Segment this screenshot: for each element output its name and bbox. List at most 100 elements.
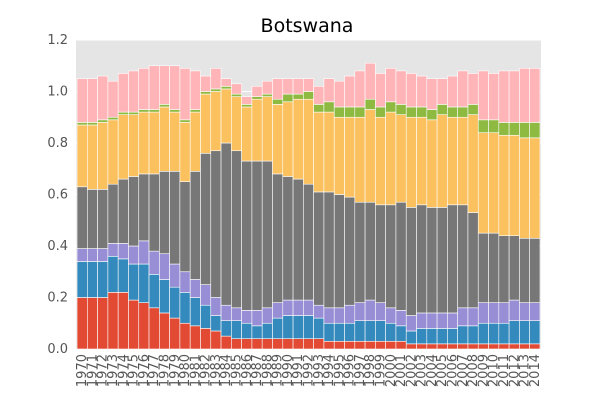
bar-segment — [117, 111, 129, 115]
bar-segment — [529, 302, 541, 321]
bar-segment — [107, 292, 119, 350]
bar-segment — [138, 68, 150, 110]
x-tick-label: 1970 — [75, 354, 90, 387]
bar-segment — [447, 116, 458, 206]
bar-segment — [457, 204, 469, 309]
bar-segment — [148, 65, 160, 110]
x-tick-label: 1994 — [322, 354, 337, 387]
bar-segment — [107, 116, 119, 121]
bar-segment — [354, 302, 366, 321]
bar-segment — [488, 302, 500, 324]
x-tick-label: 2011 — [497, 354, 512, 387]
x-tick-label: 1996 — [343, 354, 358, 387]
y-tick-label: 1.2 — [47, 33, 68, 48]
bar-segment — [87, 189, 98, 249]
x-tick-label: 1976 — [137, 354, 152, 387]
bar-segment — [138, 111, 150, 175]
bar-segment — [148, 250, 160, 275]
bar-segment — [313, 338, 325, 350]
bar-segment — [292, 98, 304, 180]
bar-segment — [498, 322, 510, 345]
bar-segment — [375, 320, 386, 342]
bar-segment — [179, 292, 191, 324]
x-tick-label: 1978 — [157, 354, 172, 387]
bar-segment — [457, 343, 469, 350]
bar-segment — [508, 134, 520, 236]
bar-segment — [447, 106, 458, 118]
bar-segment — [519, 343, 530, 350]
bar-segment — [97, 261, 109, 298]
bar-segment — [375, 302, 386, 321]
bar-segment — [169, 171, 181, 265]
bar-segment — [76, 122, 88, 126]
bar-segment — [251, 86, 263, 97]
bar-segment — [447, 75, 458, 108]
bar-segment — [488, 322, 500, 345]
y-tick-label: 0.8 — [47, 136, 68, 151]
x-tick-label: 2007 — [456, 354, 471, 387]
bar-segment — [189, 111, 201, 172]
bar-segment — [385, 111, 397, 206]
bar-segment — [251, 160, 263, 311]
bar-segment — [498, 235, 510, 303]
bar-segment — [395, 201, 407, 311]
bar-segment — [477, 70, 489, 121]
bar-segment — [148, 274, 160, 309]
bar-segment — [313, 304, 325, 319]
x-tick-label: 1991 — [291, 354, 306, 387]
bar-segment — [261, 96, 273, 162]
bar-segment — [426, 119, 438, 208]
bar-segment — [87, 297, 98, 350]
bar-segment — [128, 114, 140, 177]
bar-segment — [426, 109, 438, 121]
bar-segment — [189, 70, 201, 110]
bar-segment — [138, 302, 150, 350]
bar-segment — [292, 299, 304, 316]
bar-segment — [416, 75, 428, 108]
bar-segment — [272, 78, 284, 100]
x-tick-label: 1990 — [281, 354, 296, 387]
bar-segment — [117, 73, 129, 113]
bar-segment — [436, 78, 448, 105]
bar-segment — [107, 243, 119, 257]
bar-segment — [488, 73, 500, 121]
bar-segment — [292, 93, 304, 100]
bar-segment — [179, 122, 191, 182]
bar-segment — [241, 160, 253, 311]
bar-segment — [395, 310, 407, 327]
bar-segment — [200, 75, 212, 92]
x-tick-label: 2013 — [518, 354, 533, 387]
x-tick-label: 2002 — [404, 354, 419, 387]
bar-segment — [385, 204, 397, 309]
y-axis: 0.0 0.2 0.4 0.6 0.8 1.0 1.2 — [47, 33, 68, 357]
bar-segment — [179, 68, 191, 121]
bar-segment — [344, 106, 356, 118]
bar-segment — [508, 122, 520, 136]
bar-segment — [364, 109, 376, 203]
bar-segment — [210, 330, 222, 350]
bar-segment — [519, 237, 530, 303]
y-tick-label: 1.0 — [47, 85, 68, 100]
bar-segment — [159, 106, 170, 172]
bar-segment — [189, 297, 201, 327]
bar-segment — [426, 312, 438, 329]
bar-segment — [169, 286, 181, 319]
bar-segment — [323, 307, 335, 324]
x-tick-label: 2012 — [507, 354, 522, 387]
bar-segment — [87, 122, 98, 126]
bar-segment — [303, 315, 314, 339]
bar-segment — [303, 78, 314, 92]
bar-segment — [148, 111, 160, 175]
bar-segment — [344, 196, 356, 306]
x-tick-label: 1973 — [106, 354, 121, 387]
bar-segment — [498, 122, 510, 136]
bar-segment — [76, 124, 88, 188]
bar-segment — [231, 83, 242, 95]
bar-segment — [323, 111, 335, 193]
bar-segment — [261, 80, 273, 95]
bars — [76, 62, 541, 350]
x-tick-label: 1988 — [260, 354, 275, 387]
bar-segment — [436, 312, 448, 329]
x-tick-label: 1972 — [96, 354, 111, 387]
bar-segment — [231, 338, 242, 350]
